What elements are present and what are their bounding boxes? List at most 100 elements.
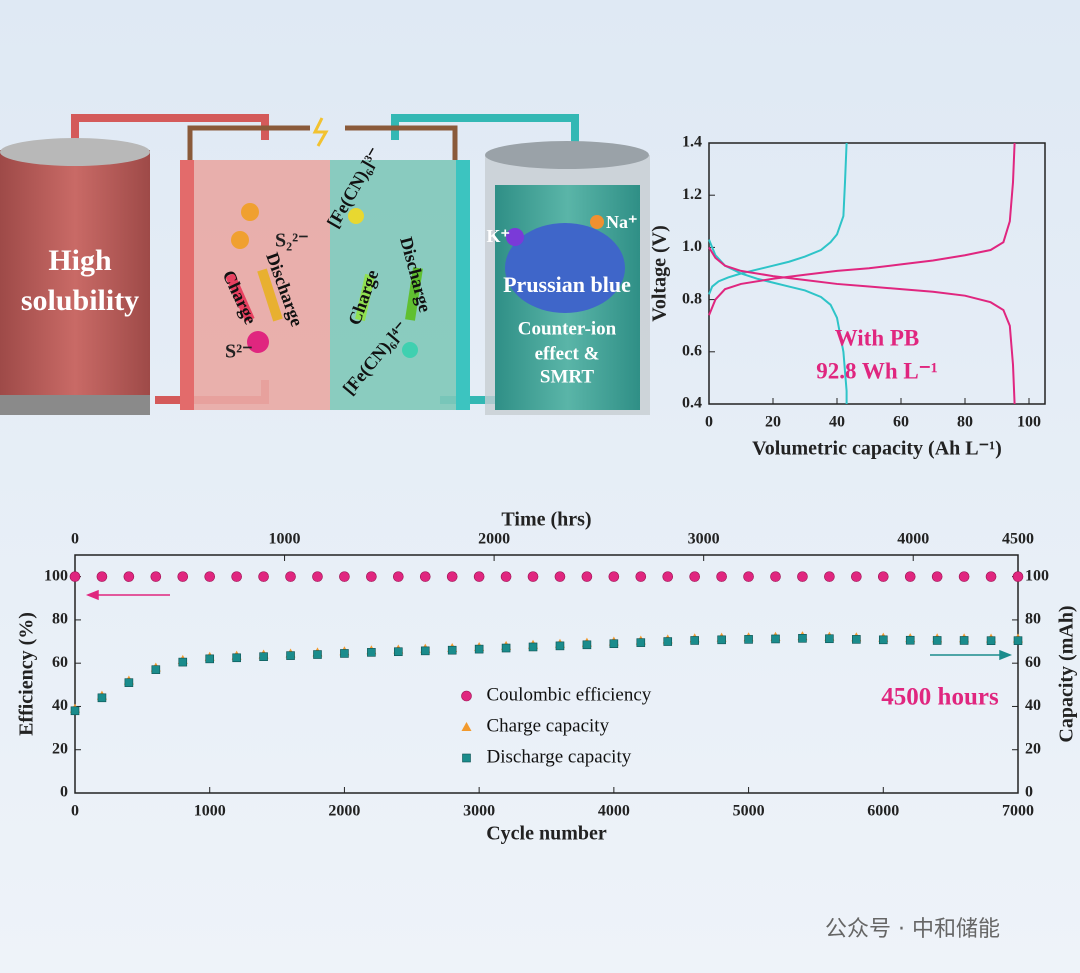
marker — [394, 647, 403, 657]
marker — [204, 571, 216, 582]
marker — [635, 571, 647, 582]
marker — [931, 571, 943, 582]
marker — [744, 635, 753, 644]
marker — [313, 650, 322, 659]
marker — [393, 571, 404, 582]
y2-tick-label: 100 — [1025, 567, 1049, 584]
x-tick-label: 7000 — [1002, 803, 1034, 820]
marker — [932, 636, 942, 645]
marker — [123, 571, 135, 582]
marker — [150, 571, 162, 582]
marker — [798, 633, 807, 643]
marker — [420, 646, 430, 656]
y-tick-label: 60 — [52, 654, 68, 671]
line — [708, 246, 1016, 405]
marker — [312, 571, 323, 582]
x2-tick-label: 3000 — [688, 531, 720, 548]
y-tick-label: 20 — [52, 740, 68, 757]
ion-label: Na⁺ — [606, 212, 638, 232]
x-tick-label: 0 — [705, 414, 713, 431]
marker — [285, 571, 296, 582]
legend-label: Charge capacity — [487, 715, 610, 736]
schematic: High solubility S₂²⁻ S²⁻ [Fe(CN)₆]³⁻ [Fe… — [0, 114, 650, 415]
marker — [824, 571, 835, 582]
marker — [905, 635, 915, 645]
x2-tick-label: 4000 — [897, 531, 929, 548]
marker — [69, 571, 81, 582]
marker — [770, 571, 781, 582]
marker — [367, 648, 376, 657]
marker — [258, 571, 269, 582]
y2-axis-title: Capacity (mAh) — [1056, 605, 1078, 742]
y-axis-title: Voltage (V) — [649, 225, 671, 321]
marker — [1012, 571, 1024, 582]
marker — [663, 637, 673, 646]
x-axis-title: Volumetric capacity (Ah L⁻¹) — [752, 438, 1002, 460]
marker — [473, 571, 485, 582]
legend-label: Coulombic efficiency — [487, 684, 652, 705]
x2-tick-label: 2000 — [478, 531, 510, 548]
marker — [339, 571, 350, 582]
annotation: With PB — [835, 325, 920, 350]
marker — [878, 635, 888, 645]
marker — [1013, 636, 1023, 645]
material-label: Prussian blue — [503, 272, 631, 297]
x2-tick-label: 0 — [71, 531, 79, 548]
marker — [959, 636, 969, 645]
marker — [690, 636, 699, 645]
marker — [462, 753, 471, 763]
marker — [205, 654, 215, 664]
marker — [177, 571, 189, 582]
marker — [419, 571, 431, 582]
marker — [689, 571, 700, 582]
marker — [500, 571, 512, 582]
marker — [96, 571, 108, 582]
tank-label: solubility — [21, 284, 139, 317]
tank-label: High — [48, 244, 112, 277]
marker — [286, 651, 295, 660]
marker — [877, 571, 889, 582]
marker — [151, 665, 161, 674]
x-tick-label: 3000 — [463, 803, 495, 820]
annotation: 92.8 Wh L⁻¹ — [816, 358, 938, 383]
marker — [716, 571, 727, 582]
marker — [904, 571, 916, 582]
marker — [581, 571, 593, 582]
y-tick-label: 100 — [44, 567, 68, 584]
y-axis-title: Efficiency (%) — [16, 612, 38, 736]
effect-label: Counter-ion — [518, 318, 617, 339]
y2-tick-label: 80 — [1025, 611, 1041, 628]
chart-frames — [74, 142, 1046, 794]
marker — [608, 571, 620, 582]
x-tick-label: 80 — [957, 414, 973, 431]
marker — [609, 639, 619, 649]
marker — [527, 571, 539, 582]
marker — [501, 643, 511, 653]
watermark: 公众号 · 中和储能 — [825, 917, 1000, 942]
marker — [474, 644, 484, 654]
annotation: 4500 hours — [881, 684, 999, 711]
marker — [582, 640, 592, 650]
y-tick-label: 80 — [52, 611, 68, 628]
marker — [528, 642, 538, 652]
y2-tick-label: 40 — [1025, 697, 1041, 714]
marker — [852, 635, 861, 644]
marker — [231, 571, 242, 582]
marker — [124, 678, 134, 687]
marker — [636, 638, 646, 647]
marker — [97, 693, 107, 703]
marker — [446, 571, 458, 582]
y2-tick-label: 0 — [1025, 784, 1033, 801]
species-label: S₂²⁻ — [275, 230, 309, 252]
marker — [259, 652, 268, 661]
marker — [825, 634, 834, 644]
y-tick-label: 1.4 — [682, 134, 702, 151]
x-tick-label: 100 — [1017, 414, 1041, 431]
x-tick-label: 20 — [765, 414, 781, 431]
marker — [447, 645, 457, 655]
marker — [178, 657, 188, 667]
x-tick-label: 5000 — [733, 803, 765, 820]
x-tick-label: 4000 — [598, 803, 630, 820]
y-tick-label: 1.2 — [682, 186, 702, 203]
